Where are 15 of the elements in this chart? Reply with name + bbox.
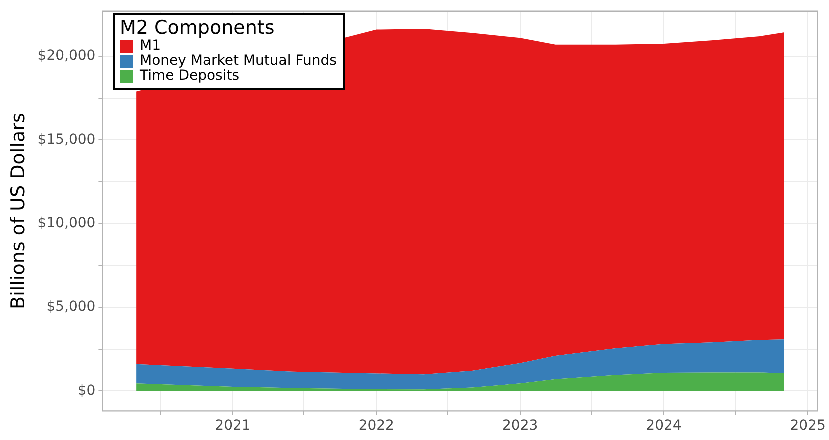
x-tick-label: 2022 (358, 418, 394, 434)
legend-title: M2 Components (120, 17, 276, 39)
y-tick-label: $0 (78, 382, 96, 399)
y-axis-title: Billions of US Dollars (7, 113, 30, 310)
x-tick-label: 2025 (790, 418, 826, 434)
y-tick-label: $10,000 (38, 215, 96, 232)
legend-label: M1 (140, 38, 161, 54)
y-tick-label: $5,000 (46, 299, 96, 316)
x-tick-label: 2021 (215, 418, 251, 434)
x-tick-label: 2023 (502, 418, 538, 434)
legend-label: Money Market Mutual Funds (140, 53, 337, 69)
x-tick-label: 2024 (646, 418, 682, 434)
y-tick-label: $15,000 (38, 132, 96, 148)
legend-label: Time Deposits (140, 68, 240, 84)
y-tick-label: $20,000 (38, 48, 96, 64)
